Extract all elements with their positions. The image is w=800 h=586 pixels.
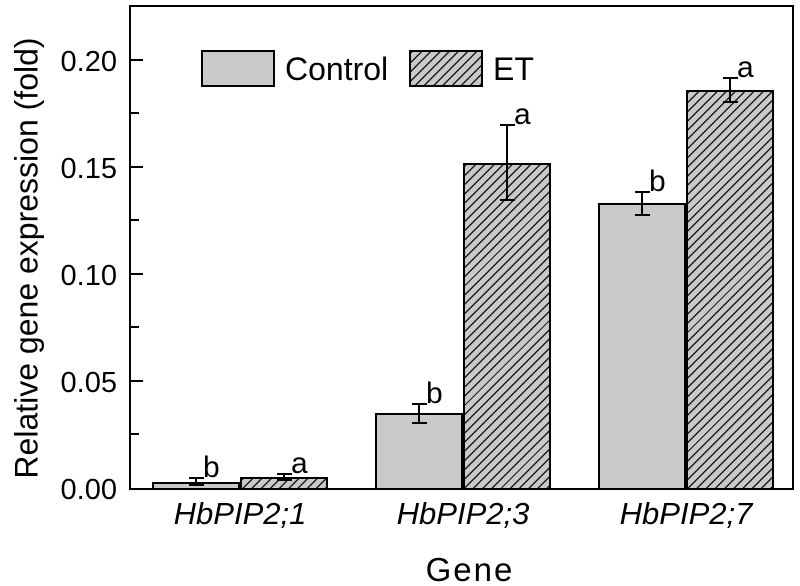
error-bar-cap-bottom	[411, 422, 427, 424]
x-axis-title: Gene	[425, 551, 515, 586]
significance-letter: b	[426, 377, 443, 410]
bar-control-3	[598, 203, 686, 488]
error-bar	[283, 475, 285, 479]
error-bar-cap-bottom	[188, 484, 204, 486]
y-major-tick	[131, 59, 143, 61]
significance-letter: a	[291, 447, 308, 480]
legend-swatch-et	[409, 50, 483, 87]
error-bar	[729, 79, 731, 101]
y-axis-title: Relative gene expression (fold)	[8, 37, 45, 479]
significance-letter: a	[737, 51, 754, 84]
bar-et-3	[686, 90, 774, 488]
error-bar-cap-bottom	[276, 479, 292, 481]
error-bar-cap-top	[634, 191, 650, 193]
significance-letter: b	[649, 165, 666, 198]
y-tick-label: 0.00	[60, 474, 117, 506]
legend-label-control: Control	[285, 50, 389, 87]
y-minor-tick	[131, 219, 139, 221]
y-minor-tick	[131, 326, 139, 328]
bar-et-2	[463, 163, 551, 488]
y-tick-label: 0.10	[60, 260, 117, 292]
significance-letter: a	[514, 98, 531, 131]
significance-letter: b	[203, 451, 220, 484]
error-bar-cap-bottom	[722, 101, 738, 103]
legend-swatch-control	[201, 50, 275, 87]
x-category-label: HbPIP2;1	[173, 496, 307, 531]
y-tick-label: 0.05	[60, 367, 117, 399]
error-bar	[506, 126, 508, 199]
bar-control-2	[375, 413, 463, 488]
plot-area: b a b a b a Control ET	[129, 5, 794, 490]
y-minor-tick	[131, 112, 139, 114]
error-bar-cap-bottom	[634, 214, 650, 216]
error-bar	[418, 405, 420, 422]
y-tick-label: 0.20	[60, 46, 117, 78]
y-major-tick	[131, 380, 143, 382]
legend-entry-control: Control	[201, 48, 388, 89]
x-category-label: HbPIP2;7	[619, 496, 753, 531]
error-bar-cap-top	[411, 403, 427, 405]
legend-label-et: ET	[493, 50, 534, 87]
error-bar-cap-top	[499, 124, 515, 126]
error-bar-cap-top	[722, 77, 738, 79]
y-major-tick	[131, 273, 143, 275]
y-minor-tick	[131, 433, 139, 435]
error-bar-cap-top	[276, 473, 292, 475]
error-bar	[641, 193, 643, 214]
error-bar-cap-top	[188, 477, 204, 479]
error-bar	[195, 479, 197, 484]
x-category-label: HbPIP2;3	[396, 496, 530, 531]
y-tick-label: 0.15	[60, 153, 117, 185]
error-bar-cap-bottom	[499, 199, 515, 201]
y-major-tick	[131, 166, 143, 168]
legend-entry-et: ET	[409, 48, 534, 89]
